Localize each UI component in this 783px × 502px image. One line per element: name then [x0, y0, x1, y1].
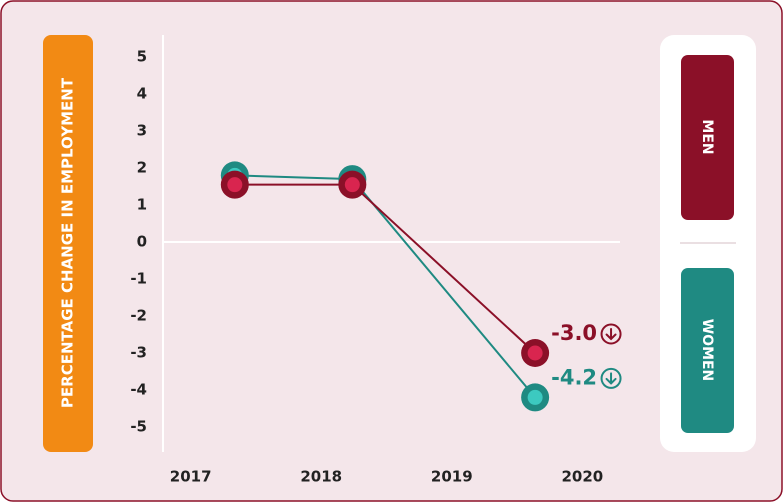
y-tick-label: -5 [130, 418, 147, 436]
x-tick-label: 2019 [431, 468, 473, 486]
marker-inner [527, 345, 543, 361]
y-tick-label: 2 [137, 159, 147, 177]
arrow-icon [600, 367, 622, 389]
y-tick-label: -3 [130, 344, 147, 362]
x-tick-label: 2020 [561, 468, 603, 486]
y-tick-label: 3 [137, 122, 147, 140]
value-label: -4.2 [551, 365, 597, 389]
marker-inner [527, 389, 543, 405]
legend-label: WOMEN [699, 319, 715, 382]
arrow-icon [605, 328, 617, 341]
x-tick-label: 2018 [300, 468, 342, 486]
y-label-box [43, 35, 93, 452]
legend-label: MEN [699, 119, 715, 154]
marker-inner [344, 177, 360, 193]
y-tick-label: 0 [137, 233, 147, 251]
marker-inner [227, 177, 243, 193]
legend-swatch [681, 55, 734, 220]
y-tick-label: -1 [130, 270, 147, 288]
y-tick-label: -2 [130, 307, 147, 325]
y-tick-label: 4 [137, 85, 147, 103]
value-label: -3.0 [551, 321, 597, 345]
arrow-icon [605, 372, 617, 385]
y-axis-label: PERCENTAGE CHANGE IN EMPLOYMENT [59, 77, 77, 408]
legend-swatch [681, 268, 734, 433]
x-tick-label: 2017 [170, 468, 212, 486]
y-tick-label: 1 [137, 196, 147, 214]
y-tick-label: 5 [137, 48, 147, 66]
y-tick-label: -4 [130, 381, 147, 399]
arrow-icon [600, 323, 622, 345]
